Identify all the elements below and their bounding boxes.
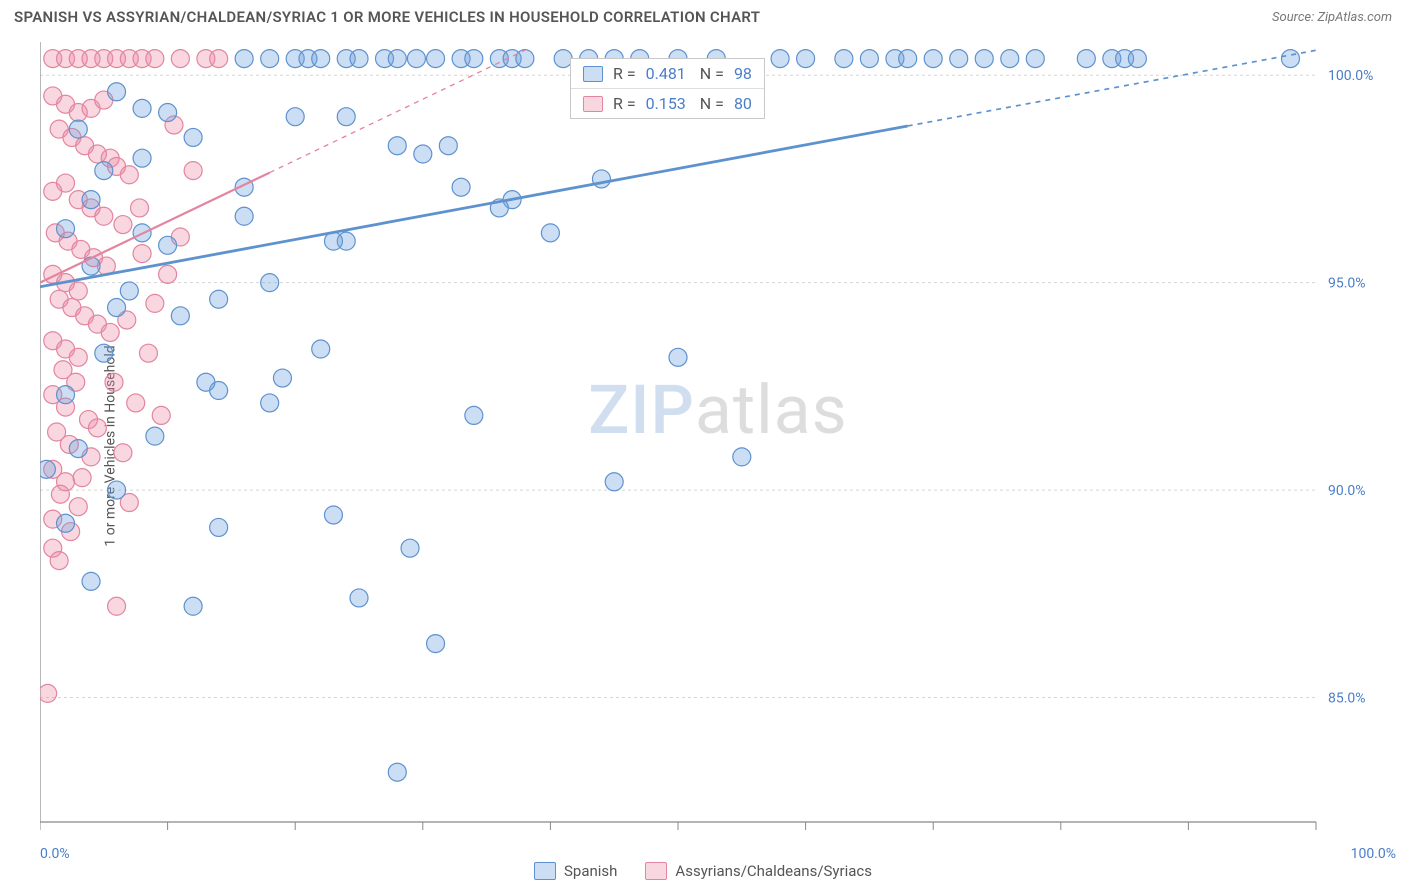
- source-attribution: Source: ZipAtlas.com: [1272, 10, 1392, 25]
- chart-area: 85.0%90.0%95.0%100.0% ZIPatlas: [40, 42, 1396, 842]
- scatter-plot: 85.0% 90.0% 95.0% 100.0%: [40, 42, 1396, 842]
- legend-label: Spanish: [564, 862, 617, 880]
- legend-item-assyrian: Assyrians/Chaldeans/Syriacs: [645, 862, 872, 880]
- correlation-stats-box: R = 0.481 N = 98 R = 0.153 N = 80: [570, 58, 765, 119]
- source-prefix: Source:: [1272, 10, 1317, 25]
- stat-r-value: 0.481: [646, 64, 686, 83]
- svg-text:95.0%: 95.0%: [1328, 276, 1366, 292]
- stat-label: R =: [613, 64, 636, 83]
- stat-label: N =: [696, 64, 724, 83]
- stat-n-value: 80: [734, 94, 752, 113]
- stat-n-value: 98: [734, 64, 752, 83]
- svg-text:90.0%: 90.0%: [1328, 483, 1366, 499]
- legend-item-spanish: Spanish: [534, 862, 617, 880]
- swatch-icon: [583, 96, 603, 112]
- x-axis-min-label: 0.0%: [40, 846, 70, 862]
- source-name: ZipAtlas.com: [1317, 10, 1392, 25]
- svg-text:85.0%: 85.0%: [1328, 691, 1366, 707]
- svg-text:100.0%: 100.0%: [1328, 68, 1373, 84]
- stat-r-value: 0.153: [646, 94, 686, 113]
- stat-label: R =: [613, 94, 636, 113]
- legend: Spanish Assyrians/Chaldeans/Syriacs: [0, 862, 1406, 880]
- swatch-icon: [534, 862, 556, 880]
- chart-title: SPANISH VS ASSYRIAN/CHALDEAN/SYRIAC 1 OR…: [14, 8, 760, 26]
- stats-row-assyrian: R = 0.153 N = 80: [571, 89, 764, 118]
- x-axis-max-label: 100.0%: [1351, 846, 1396, 862]
- swatch-icon: [645, 862, 667, 880]
- stats-row-spanish: R = 0.481 N = 98: [571, 59, 764, 89]
- legend-label: Assyrians/Chaldeans/Syriacs: [675, 862, 872, 880]
- x-axis-end-labels: 0.0% 100.0%: [40, 846, 1396, 862]
- stat-label: N =: [696, 94, 724, 113]
- swatch-icon: [583, 66, 603, 82]
